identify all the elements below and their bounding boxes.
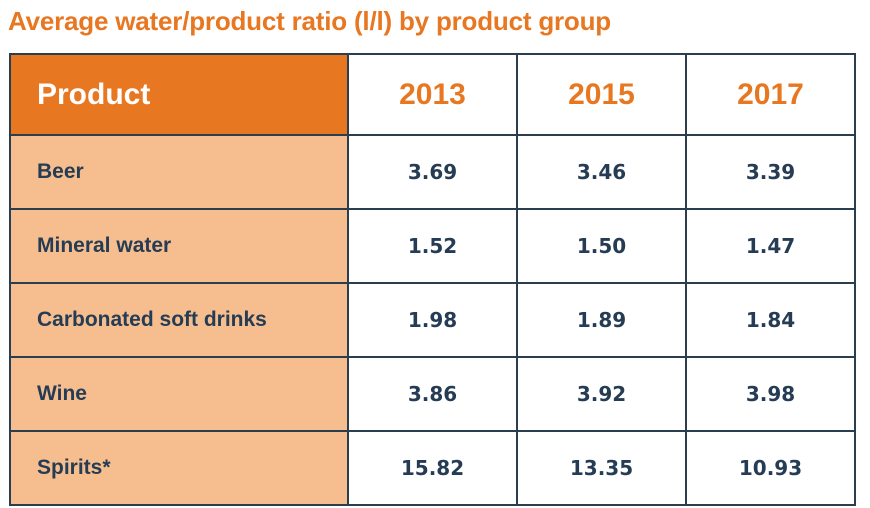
value-cell: 3.46 xyxy=(516,134,687,210)
data-table: Product 2013 2015 2017 Beer 3.69 3.46 3.… xyxy=(9,53,856,506)
value-cell: 1.98 xyxy=(347,282,518,358)
value-cell: 1.47 xyxy=(685,208,856,284)
product-cell: Carbonated soft drinks xyxy=(9,282,349,358)
value-cell: 3.39 xyxy=(685,134,856,210)
value-cell: 3.98 xyxy=(685,356,856,432)
value-cell: 10.93 xyxy=(685,430,856,506)
column-header-product: Product xyxy=(9,53,349,136)
table-row-wine: Wine 3.86 3.92 3.98 xyxy=(9,356,856,432)
column-header-2017: 2017 xyxy=(685,53,856,136)
table-row-spirits: Spirits* 15.82 13.35 10.93 xyxy=(9,430,856,506)
value-cell: 15.82 xyxy=(347,430,518,506)
value-cell: 1.50 xyxy=(516,208,687,284)
header-row: Product 2013 2015 2017 xyxy=(9,53,856,136)
value-cell: 1.52 xyxy=(347,208,518,284)
value-cell: 3.86 xyxy=(347,356,518,432)
product-cell: Wine xyxy=(9,356,349,432)
value-cell: 13.35 xyxy=(516,430,687,506)
product-cell: Spirits* xyxy=(9,430,349,506)
table-row-beer: Beer 3.69 3.46 3.39 xyxy=(9,134,856,210)
value-cell: 3.69 xyxy=(347,134,518,210)
table-row-mineral-water: Mineral water 1.52 1.50 1.47 xyxy=(9,208,856,284)
column-header-2015: 2015 xyxy=(516,53,687,136)
value-cell: 1.89 xyxy=(516,282,687,358)
chart-title: Average water/product ratio (l/l) by pro… xyxy=(8,6,611,36)
column-header-2013: 2013 xyxy=(347,53,518,136)
product-cell: Beer xyxy=(9,134,349,210)
value-cell: 3.92 xyxy=(516,356,687,432)
value-cell: 1.84 xyxy=(685,282,856,358)
product-cell: Mineral water xyxy=(9,208,349,284)
table-row-carbonated-soft-drinks: Carbonated soft drinks 1.98 1.89 1.84 xyxy=(9,282,856,358)
